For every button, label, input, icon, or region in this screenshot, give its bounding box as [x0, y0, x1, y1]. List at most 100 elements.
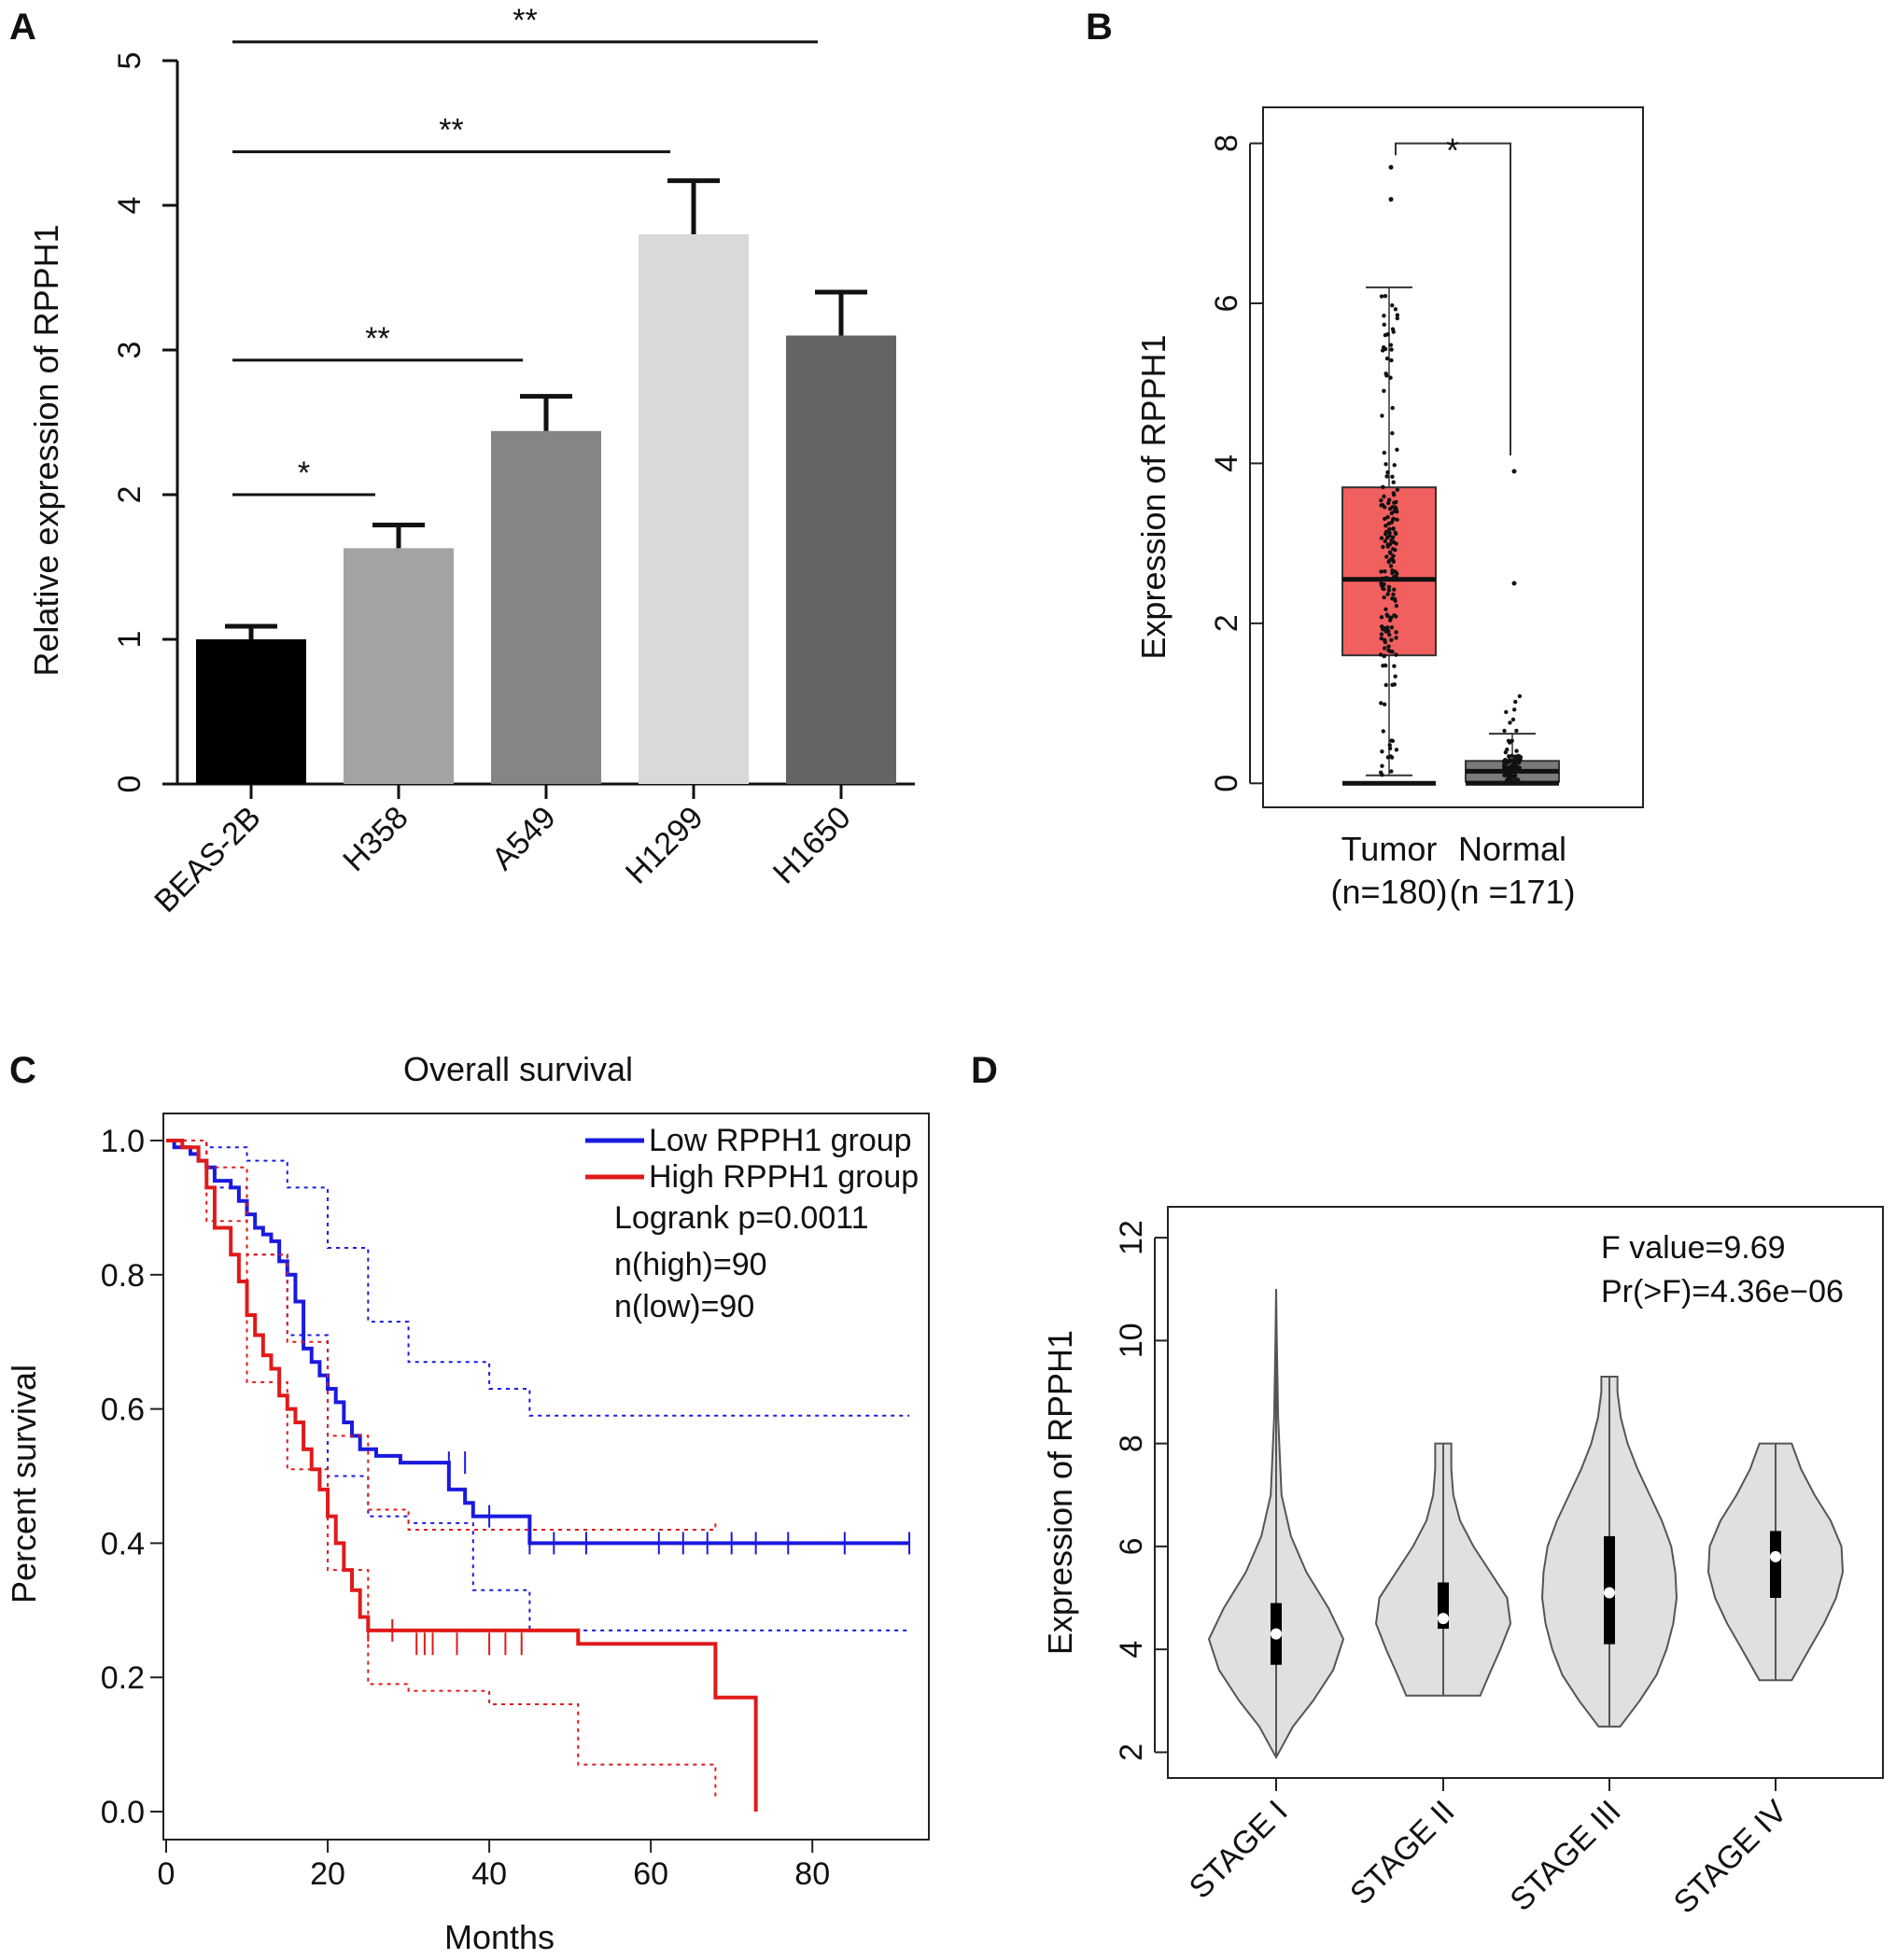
data-point	[1387, 632, 1392, 637]
y-tick-label: 10	[1114, 1323, 1149, 1358]
legend-label: High RPPH1 group	[649, 1159, 919, 1195]
data-point	[1395, 313, 1400, 317]
data-point	[1384, 576, 1390, 581]
data-point	[1516, 754, 1522, 759]
data-point	[1390, 327, 1396, 331]
data-point	[1395, 576, 1400, 581]
annotation-text: Logrank p=0.0011	[614, 1200, 869, 1236]
y-tick-label: 8	[1114, 1435, 1149, 1452]
y-tick-label: 8	[1209, 134, 1244, 152]
data-point	[1386, 500, 1391, 506]
data-point	[1393, 531, 1398, 537]
plot-frame	[1262, 106, 1644, 808]
data-point	[1383, 524, 1388, 528]
data-point	[1386, 644, 1391, 649]
outlier-point	[1388, 197, 1394, 203]
data-point	[1391, 535, 1396, 539]
y-tick-label: 2	[112, 486, 147, 504]
y-tick-label: 4	[112, 197, 147, 215]
data-point	[1387, 746, 1393, 750]
data-point	[1386, 497, 1392, 502]
significance-label: **	[365, 321, 389, 357]
y-tick-label: 5	[112, 52, 147, 70]
data-point	[1385, 469, 1390, 475]
data-point	[1502, 728, 1507, 734]
data-point	[1502, 758, 1508, 763]
data-point	[1385, 514, 1390, 520]
data-point	[1394, 652, 1398, 657]
significance-label: *	[298, 455, 310, 491]
data-point	[1389, 357, 1394, 363]
data-point	[1390, 405, 1395, 411]
significance-bracket	[1395, 142, 1511, 455]
data-point	[1389, 637, 1394, 642]
y-tick-label: 0.8	[101, 1258, 145, 1294]
bar	[491, 430, 601, 784]
data-point	[1378, 652, 1383, 657]
bar	[196, 639, 306, 784]
data-point	[1504, 781, 1509, 786]
y-tick-label: 0.4	[101, 1526, 145, 1561]
annotation-text: n(low)=90	[614, 1289, 754, 1324]
y-tick-label: 4	[1114, 1641, 1149, 1659]
y-tick-label: 6	[1114, 1537, 1149, 1555]
data-point	[1382, 388, 1386, 394]
x-tick-label: 40	[471, 1856, 507, 1892]
data-point	[1385, 544, 1390, 549]
violin-median-dot	[1770, 1550, 1781, 1562]
data-point	[1388, 551, 1393, 555]
data-point	[1383, 682, 1388, 688]
y-tick-label: 4	[1209, 455, 1244, 472]
data-point	[1383, 516, 1387, 522]
data-point	[1381, 586, 1385, 591]
data-point	[1394, 636, 1398, 640]
legend-label: Low RPPH1 group	[649, 1123, 912, 1158]
x-tick-label: 80	[794, 1856, 830, 1892]
y-tick-label: 2	[1114, 1743, 1149, 1761]
data-point	[1385, 625, 1390, 630]
data-point	[1390, 596, 1395, 601]
data-point	[1508, 721, 1512, 725]
data-point	[1392, 574, 1397, 580]
outlier-point	[1511, 581, 1517, 586]
y-tick-label: 0.0	[101, 1795, 145, 1830]
data-point	[1381, 484, 1385, 490]
data-point	[1384, 535, 1390, 540]
data-point	[1513, 699, 1518, 705]
data-point	[1388, 375, 1393, 380]
data-point	[1509, 765, 1513, 771]
data-point	[1380, 749, 1384, 754]
data-point	[1385, 332, 1390, 337]
data-point	[1389, 556, 1394, 562]
data-point	[1382, 653, 1386, 659]
data-point	[1379, 503, 1383, 508]
group-label: Normal	[1458, 830, 1566, 868]
group-n-label: (n =171)	[1449, 873, 1575, 911]
panel-b-box-plot: 0 2 4 6 8 Expression of RPPH1 Tumor (n=180) Norm…	[1134, 106, 1644, 911]
data-point	[1503, 762, 1508, 766]
data-point	[1383, 637, 1387, 642]
data-point	[1393, 548, 1397, 553]
data-point	[1391, 491, 1397, 496]
y-tick-label: 1.0	[101, 1124, 145, 1159]
y-tick-label: 0	[112, 776, 147, 793]
significance-label: **	[439, 113, 463, 148]
annotation-text: n(high)=90	[614, 1247, 767, 1282]
plot-frame	[162, 1113, 930, 1841]
data-point	[1386, 588, 1392, 593]
ci-upper-line	[166, 1140, 910, 1417]
data-point	[1392, 664, 1397, 668]
data-point	[1383, 371, 1388, 376]
data-point	[1513, 777, 1519, 783]
y-tick-label: 0	[1209, 775, 1244, 792]
data-point	[1517, 693, 1523, 699]
data-point	[1380, 576, 1384, 581]
x-tick-label: 60	[633, 1856, 668, 1892]
data-point	[1387, 530, 1392, 536]
data-point	[1512, 775, 1517, 779]
data-point	[1517, 765, 1522, 770]
panel-letter-d: D	[971, 1050, 998, 1091]
data-point	[1381, 664, 1385, 668]
y-tick-label: 1	[112, 631, 147, 649]
group-label: Tumor	[1341, 830, 1438, 868]
